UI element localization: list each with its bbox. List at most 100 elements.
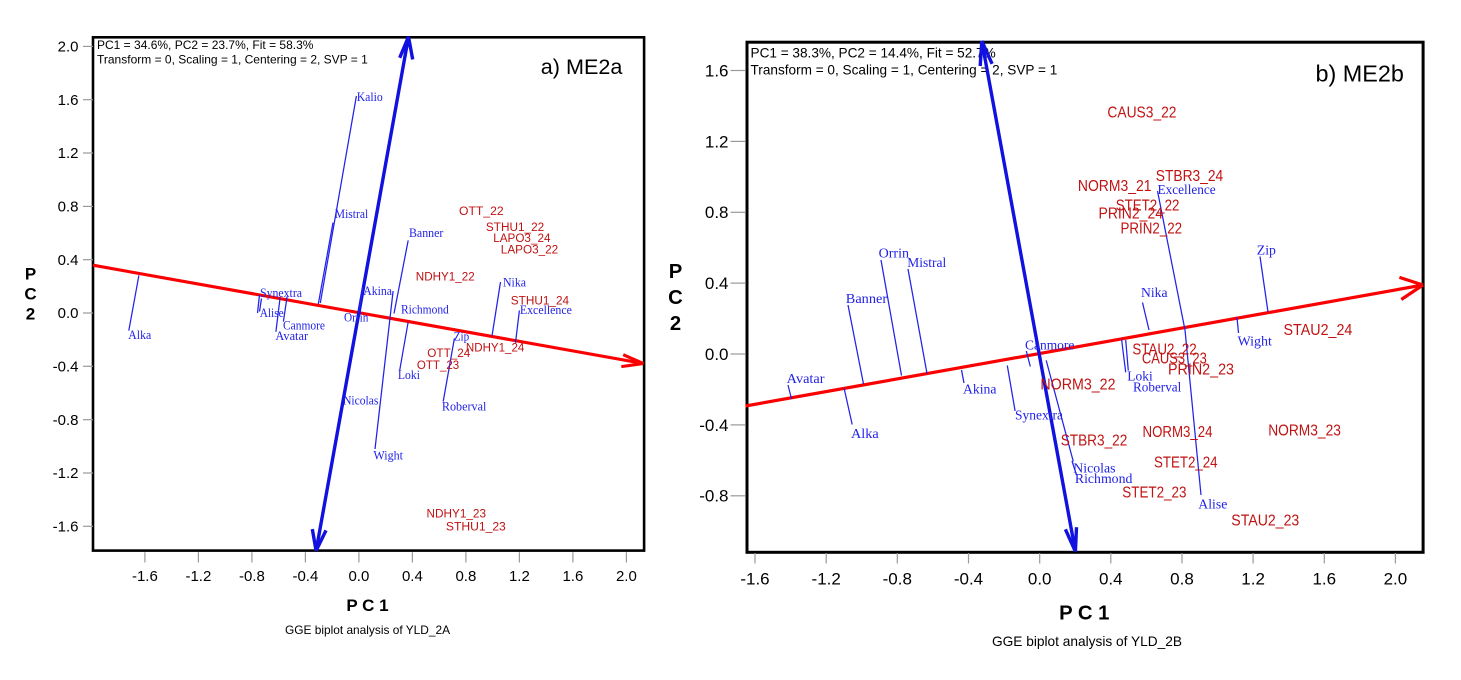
svg-text:C: C — [668, 287, 683, 309]
svg-text:1.2: 1.2 — [705, 132, 729, 151]
svg-text:CAUS3_23: CAUS3_23 — [1142, 351, 1207, 368]
svg-text:NORM3_21: NORM3_21 — [1078, 178, 1152, 195]
svg-text:-1.2: -1.2 — [812, 570, 841, 589]
svg-text:0.0: 0.0 — [58, 305, 79, 322]
svg-text:Canmore: Canmore — [1025, 339, 1074, 354]
svg-text:Akina: Akina — [963, 383, 997, 398]
svg-text:Alka: Alka — [851, 427, 879, 442]
svg-text:Zip: Zip — [454, 330, 470, 344]
svg-text:1.6: 1.6 — [1312, 570, 1336, 589]
svg-text:Akina: Akina — [363, 284, 392, 298]
svg-text:P C 1: P C 1 — [346, 596, 388, 615]
svg-text:Mistral: Mistral — [907, 256, 946, 271]
svg-text:Kalio: Kalio — [357, 90, 383, 104]
svg-text:Nicolas: Nicolas — [343, 394, 378, 408]
svg-text:0.0: 0.0 — [348, 568, 369, 585]
svg-text:1.6: 1.6 — [705, 61, 729, 80]
svg-text:-1.2: -1.2 — [53, 465, 79, 482]
svg-text:Wight: Wight — [1238, 335, 1273, 350]
svg-text:STBR3_22: STBR3_22 — [1061, 433, 1128, 450]
svg-text:PRIN2_23: PRIN2_23 — [1168, 362, 1234, 379]
svg-text:0.0: 0.0 — [1028, 570, 1052, 589]
svg-text:NDHY1_23: NDHY1_23 — [427, 507, 487, 521]
svg-text:-1.6: -1.6 — [132, 568, 158, 585]
svg-text:PC1 = 38.3%, PC2 = 14.4%, Fit: PC1 = 38.3%, PC2 = 14.4%, Fit = 52.7% — [751, 46, 996, 61]
svg-text:GGE biplot analysis of YLD_2A: GGE biplot analysis of YLD_2A — [285, 623, 450, 637]
svg-text:0.8: 0.8 — [1170, 570, 1194, 589]
svg-text:STET2_23: STET2_23 — [1122, 485, 1186, 502]
svg-text:0.8: 0.8 — [705, 203, 729, 222]
svg-text:Banner: Banner — [409, 226, 444, 240]
svg-text:STET2_22: STET2_22 — [1116, 198, 1180, 215]
svg-text:-0.8: -0.8 — [53, 412, 79, 429]
svg-text:0.4: 0.4 — [58, 252, 79, 269]
svg-text:Zip: Zip — [1257, 244, 1276, 259]
svg-text:STAU2_23: STAU2_23 — [1231, 513, 1299, 530]
svg-text:Roberval: Roberval — [1133, 381, 1181, 396]
svg-text:STAU2_24: STAU2_24 — [1284, 322, 1353, 339]
svg-text:STBR3_24: STBR3_24 — [1156, 168, 1224, 185]
svg-text:a) ME2a: a) ME2a — [541, 54, 624, 79]
svg-text:1.6: 1.6 — [58, 92, 79, 109]
svg-text:STHU1_24: STHU1_24 — [511, 294, 570, 308]
svg-text:-0.4: -0.4 — [699, 416, 728, 435]
svg-text:STHU1_23: STHU1_23 — [446, 520, 506, 534]
svg-text:2.0: 2.0 — [1384, 570, 1408, 589]
svg-text:OTT_23: OTT_23 — [417, 358, 459, 372]
svg-text:Richmond: Richmond — [401, 303, 449, 317]
svg-text:STHU1_22: STHU1_22 — [486, 220, 545, 234]
svg-text:-1.2: -1.2 — [185, 568, 211, 585]
svg-text:0.4: 0.4 — [402, 568, 423, 585]
svg-text:Alise: Alise — [260, 306, 284, 320]
svg-text:Transform = 0, Scaling = 1, Ce: Transform = 0, Scaling = 1, Centering = … — [97, 53, 368, 67]
svg-text:0.0: 0.0 — [705, 345, 729, 364]
svg-text:P: P — [669, 261, 683, 283]
svg-text:STAU2_22: STAU2_22 — [1132, 342, 1196, 359]
svg-text:2.0: 2.0 — [58, 39, 79, 56]
svg-text:Orrin: Orrin — [879, 247, 909, 262]
svg-text:Roberval: Roberval — [442, 400, 487, 414]
svg-text:2.0: 2.0 — [616, 568, 637, 585]
svg-text:1.2: 1.2 — [58, 145, 79, 162]
svg-text:Loki: Loki — [1127, 370, 1152, 385]
svg-text:-0.8: -0.8 — [239, 568, 265, 585]
svg-text:1.2: 1.2 — [1241, 570, 1265, 589]
svg-text:P C 1: P C 1 — [1059, 603, 1109, 625]
svg-text:1.6: 1.6 — [562, 568, 583, 585]
svg-text:-1.6: -1.6 — [53, 519, 79, 536]
svg-text:0.8: 0.8 — [455, 568, 476, 585]
svg-text:0.4: 0.4 — [1099, 570, 1123, 589]
svg-text:1.2: 1.2 — [509, 568, 530, 585]
svg-text:-1.6: -1.6 — [740, 570, 769, 589]
svg-text:0.4: 0.4 — [705, 274, 729, 293]
svg-text:PC1 = 34.6%, PC2 = 23.7%, Fit: PC1 = 34.6%, PC2 = 23.7%, Fit = 58.3% — [97, 38, 314, 52]
svg-text:-0.4: -0.4 — [292, 568, 318, 585]
svg-text:PRIN2_22: PRIN2_22 — [1121, 221, 1183, 238]
svg-text:CAUS3_22: CAUS3_22 — [1107, 105, 1176, 122]
svg-text:NDHY1_22: NDHY1_22 — [416, 270, 475, 284]
svg-text:Banner: Banner — [846, 292, 888, 307]
svg-text:P: P — [25, 265, 36, 284]
svg-text:Loki: Loki — [398, 368, 420, 382]
svg-text:Alise: Alise — [1198, 498, 1227, 513]
svg-text:PRIN2_24: PRIN2_24 — [1099, 206, 1164, 223]
svg-text:Canmore: Canmore — [283, 319, 325, 333]
svg-text:OTT_24: OTT_24 — [427, 346, 470, 360]
svg-text:-0.8: -0.8 — [699, 487, 728, 506]
svg-text:-0.4: -0.4 — [53, 359, 79, 376]
svg-text:-0.8: -0.8 — [883, 570, 912, 589]
svg-text:Nicolas: Nicolas — [1073, 462, 1115, 477]
svg-text:Avatar: Avatar — [787, 372, 825, 387]
svg-text:OTT_22: OTT_22 — [459, 204, 504, 218]
svg-text:NORM3_22: NORM3_22 — [1040, 377, 1115, 394]
svg-text:Nika: Nika — [1141, 286, 1168, 301]
svg-text:Excellence: Excellence — [1158, 183, 1216, 198]
svg-text:0.8: 0.8 — [58, 199, 79, 216]
svg-text:b) ME2b: b) ME2b — [1316, 61, 1404, 87]
svg-text:Synextra: Synextra — [1015, 409, 1064, 424]
svg-text:LAPO3_24: LAPO3_24 — [493, 231, 551, 245]
svg-text:Mistral: Mistral — [335, 207, 369, 221]
svg-text:Synextra: Synextra — [260, 286, 302, 300]
svg-text:-0.4: -0.4 — [954, 570, 983, 589]
svg-text:GGE biplot analysis of YLD_2B: GGE biplot analysis of YLD_2B — [992, 634, 1182, 649]
